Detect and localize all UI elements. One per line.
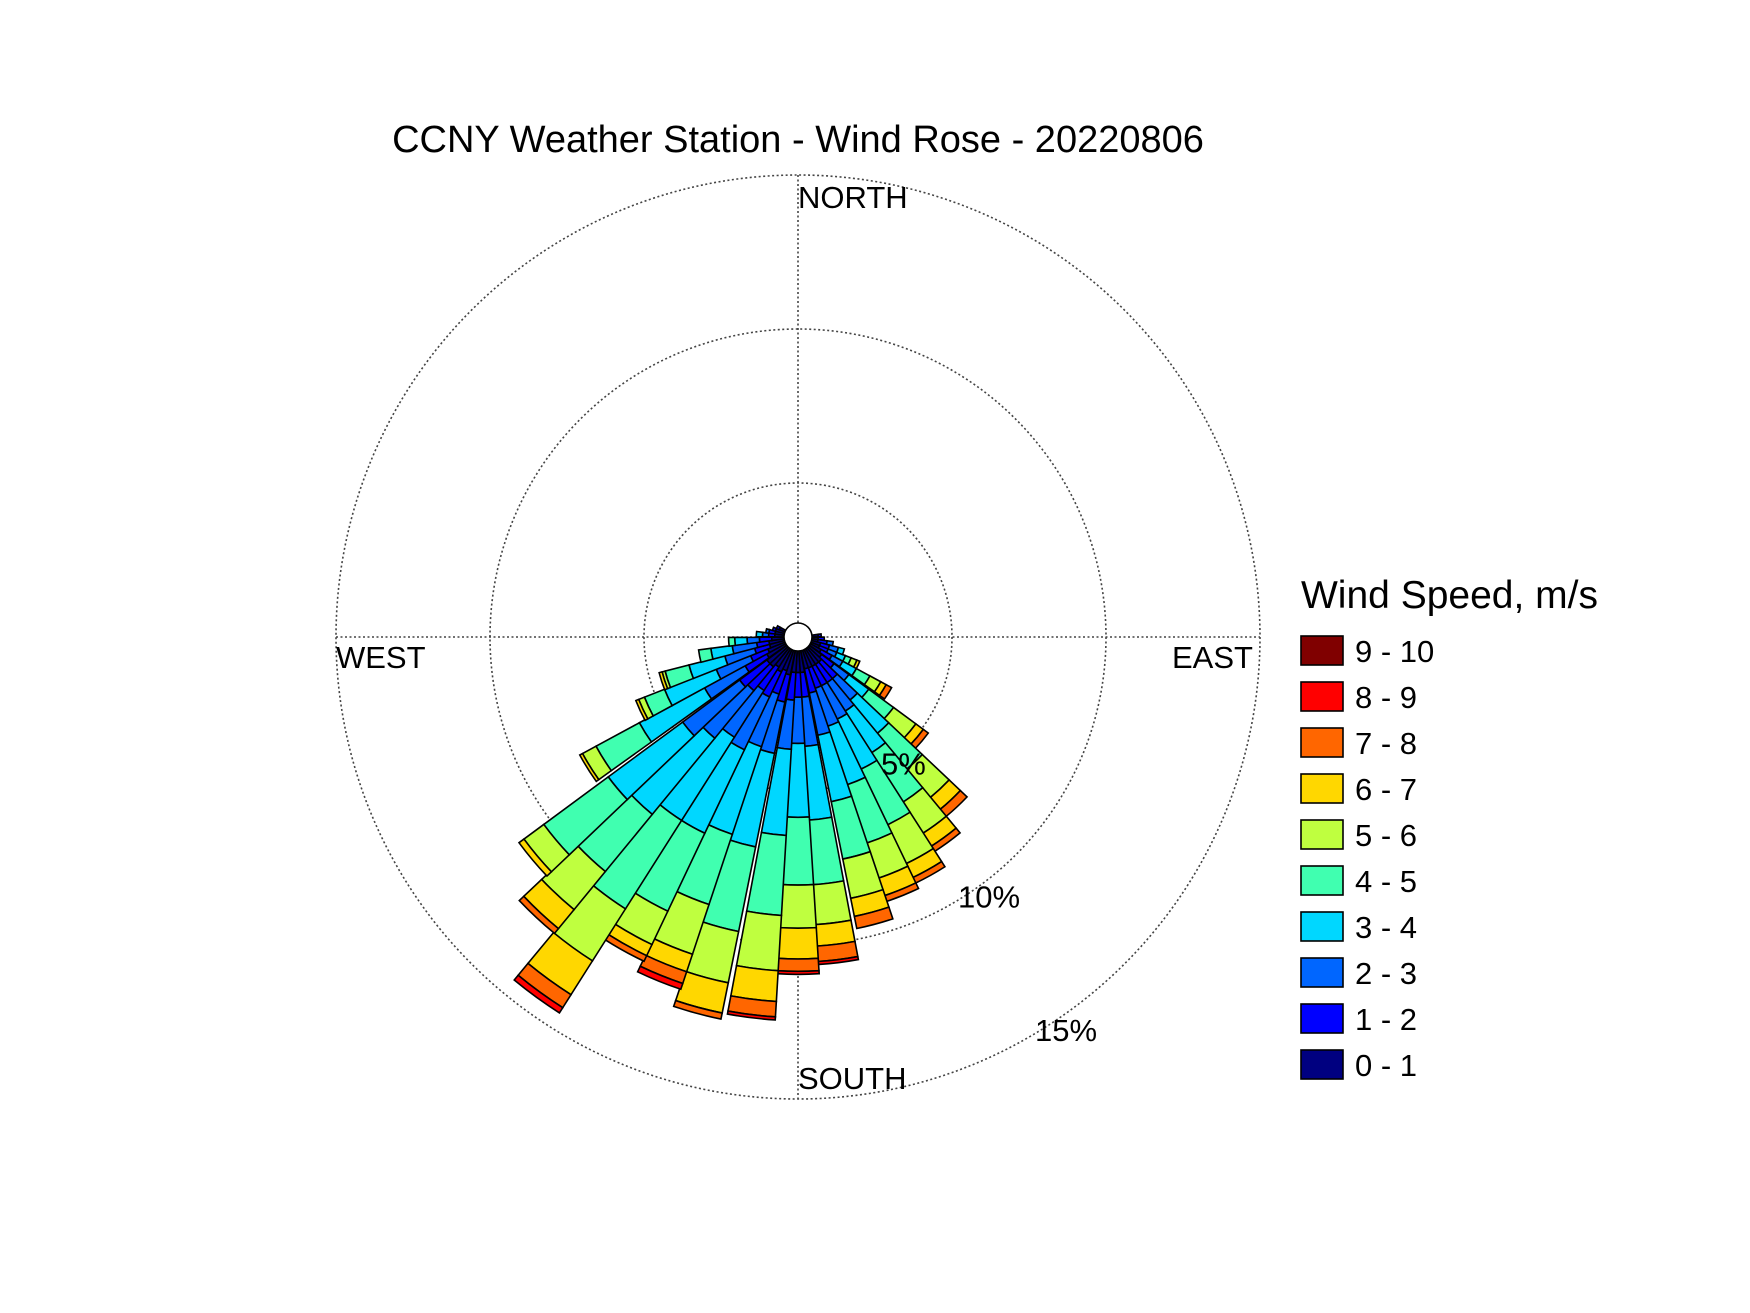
- legend-swatch: [1300, 957, 1344, 988]
- legend-label: 4 - 5: [1355, 864, 1417, 899]
- legend-swatch: [1300, 773, 1344, 804]
- legend-label: 6 - 7: [1355, 772, 1417, 807]
- radial-tick-label: 15%: [1035, 1013, 1097, 1048]
- sector-segment: [517, 837, 553, 878]
- legend-title: Wind Speed, m/s: [1301, 574, 1598, 617]
- south-label: SOUTH: [798, 1061, 907, 1096]
- north-label: NORTH: [798, 180, 908, 215]
- legend-label: 9 - 10: [1355, 634, 1434, 669]
- sector-segment: [735, 910, 783, 972]
- legend-swatch: [1300, 911, 1344, 942]
- sector-segment: [746, 636, 761, 645]
- sector-segment: [811, 879, 852, 926]
- sector-segment: [771, 626, 778, 633]
- sector-segment: [733, 636, 749, 647]
- legend-swatch: [1300, 1003, 1344, 1034]
- sector-segment: [776, 957, 820, 973]
- sector-segment: [697, 647, 714, 664]
- sector-segment: [878, 683, 893, 701]
- legend-swatch: [1300, 635, 1344, 666]
- sector-segment: [578, 752, 600, 783]
- radial-tick-labels: 5% 10% 15%: [881, 746, 1097, 1048]
- legend-label: 5 - 6: [1355, 818, 1417, 853]
- sector-segment: [775, 969, 821, 976]
- sector-segment: [636, 965, 684, 991]
- center-hole: [783, 622, 813, 652]
- legend-swatch: [1300, 865, 1344, 896]
- legend-label: 1 - 2: [1355, 1002, 1417, 1037]
- legend-label: 2 - 3: [1355, 956, 1417, 991]
- sector-segment: [726, 1010, 777, 1021]
- sector-segment: [729, 964, 780, 1003]
- legend-swatch: [1300, 727, 1344, 758]
- sector-segment: [672, 999, 724, 1021]
- wind-sectors: [513, 622, 969, 1021]
- radial-tick-label: 10%: [958, 880, 1020, 915]
- legend-swatch: [1300, 1049, 1344, 1080]
- sector-segment: [835, 646, 846, 656]
- sector-segment: [775, 624, 782, 631]
- legend-label: 7 - 8: [1355, 726, 1417, 761]
- legend-label: 3 - 4: [1355, 910, 1417, 945]
- sector-segment: [755, 630, 764, 638]
- sector-segment: [727, 636, 737, 648]
- legend-swatch: [1300, 819, 1344, 850]
- sector-segment: [853, 906, 894, 930]
- legend-label: 0 - 1: [1355, 1048, 1417, 1083]
- sector-segment: [764, 627, 771, 635]
- radial-tick-label: 5%: [881, 746, 926, 781]
- west-label: WEST: [336, 640, 426, 675]
- legend-label: 8 - 9: [1355, 680, 1417, 715]
- chart-title: CCNY Weather Station - Wind Rose - 20220…: [392, 119, 1204, 161]
- sector-segment: [513, 974, 564, 1014]
- legend: Wind Speed, m/s 9 - 10 8 - 9 7 - 8 6 - 7 5 - …: [1300, 574, 1598, 1083]
- sector-segment: [778, 883, 818, 930]
- legend-swatch: [1300, 681, 1344, 712]
- sector-segment: [658, 670, 669, 691]
- sector-segment: [758, 636, 773, 644]
- sector-segment: [634, 698, 649, 722]
- east-label: EAST: [1172, 640, 1253, 675]
- sector-segment: [518, 895, 560, 935]
- sector-segment: [776, 926, 820, 960]
